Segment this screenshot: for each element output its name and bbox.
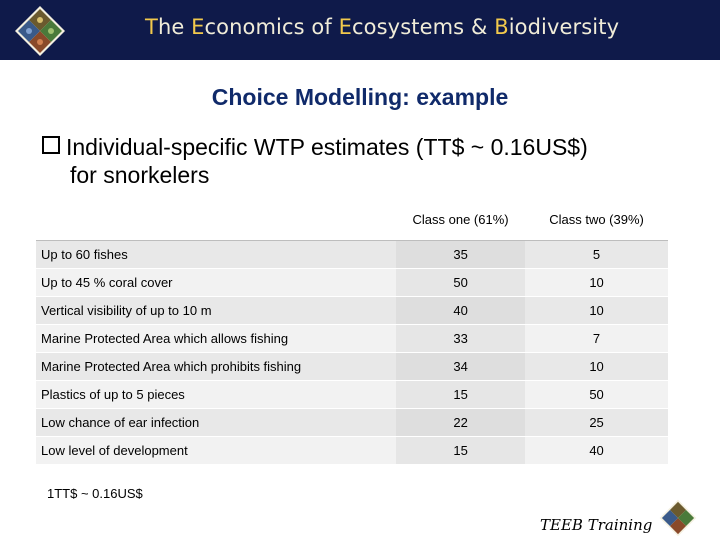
wtp-table: Class one (61%) Class two (39%) Up to 60…	[36, 198, 668, 464]
class-one-value: 35	[396, 240, 526, 269]
column-header-class-two: Class two (39%)	[525, 198, 668, 241]
row-label: Up to 60 fishes	[36, 240, 397, 269]
column-header-class-one: Class one (61%)	[396, 198, 526, 241]
header-title-text: cosystems &	[352, 15, 495, 39]
table-row: Up to 45 % coral cover 50 10	[36, 268, 668, 297]
table-row: Marine Protected Area which allows fishi…	[36, 324, 668, 353]
header-title: The Economics of Ecosystems & Biodiversi…	[145, 15, 619, 39]
bullet-text-line2: for snorkelers	[70, 162, 210, 188]
header-title-initial: E	[191, 15, 205, 39]
row-label: Up to 45 % coral cover	[36, 268, 397, 297]
class-two-value: 10	[525, 296, 668, 325]
table-header-row: Class one (61%) Class two (39%)	[36, 198, 668, 241]
header-title-initial: E	[338, 15, 353, 39]
row-label: Marine Protected Area which allows fishi…	[36, 324, 397, 353]
class-one-value: 15	[396, 436, 526, 464]
header-title-initial: T	[145, 15, 158, 39]
class-two-value: 10	[525, 352, 668, 381]
header-banner: The Economics of Ecosystems & Biodiversi…	[0, 0, 720, 60]
checkbox-bullet-icon	[42, 136, 60, 154]
teeb-diamond-logo-icon	[15, 6, 65, 56]
class-one-value: 34	[396, 352, 526, 381]
table-row: Low level of development 15 40	[36, 436, 668, 464]
table-row: Plastics of up to 5 pieces 15 50	[36, 380, 668, 409]
class-two-value: 25	[525, 408, 668, 437]
header-title-text: he	[157, 15, 192, 39]
class-two-value: 40	[525, 436, 668, 464]
table-row: Marine Protected Area which prohibits fi…	[36, 352, 668, 381]
footnote: 1TT$ ~ 0.16US$	[47, 486, 143, 501]
teeb-training-label: TEEB Training	[540, 516, 653, 534]
row-label: Low chance of ear infection	[36, 408, 397, 437]
row-label: Low level of development	[36, 436, 397, 464]
row-label: Plastics of up to 5 pieces	[36, 380, 397, 409]
table-row: Low chance of ear infection 22 25	[36, 408, 668, 437]
bullet-point: Individual-specific WTP estimates (TT$ ~…	[42, 133, 682, 189]
row-label: Vertical visibility of up to 10 m	[36, 296, 397, 325]
header-title-initial: B	[494, 15, 509, 39]
class-one-value: 33	[396, 324, 526, 353]
row-label: Marine Protected Area which prohibits fi…	[36, 352, 397, 381]
class-two-value: 10	[525, 268, 668, 297]
class-two-value: 50	[525, 380, 668, 409]
teeb-diamond-logo-icon	[659, 499, 697, 537]
class-two-value: 5	[525, 240, 668, 269]
table-row: Up to 60 fishes 35 5	[36, 240, 668, 269]
class-one-value: 22	[396, 408, 526, 437]
header-title-text: conomics of	[204, 15, 339, 39]
header-title-text: iodiversity	[508, 15, 620, 39]
class-one-value: 50	[396, 268, 526, 297]
bullet-text-line1: Individual-specific WTP estimates (TT$ ~…	[66, 134, 588, 160]
slide-title: Choice Modelling: example	[211, 84, 509, 110]
class-one-value: 15	[396, 380, 526, 409]
column-header-empty	[36, 198, 397, 241]
table-body: Up to 60 fishes 35 5 Up to 45 % coral cover…	[36, 240, 668, 464]
table-row: Vertical visibility of up to 10 m 40 10	[36, 296, 668, 325]
class-two-value: 7	[525, 324, 668, 353]
class-one-value: 40	[396, 296, 526, 325]
